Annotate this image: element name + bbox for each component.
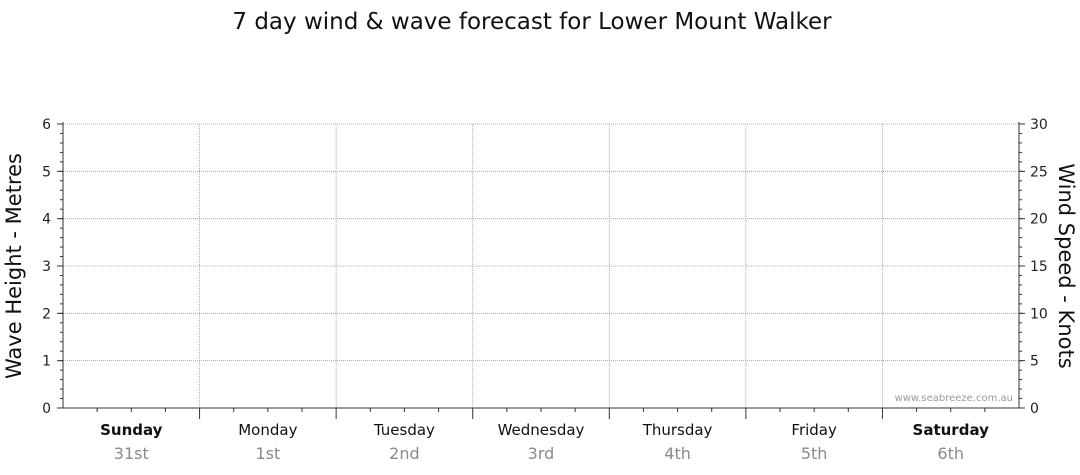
right-tick-label: 25 [1030,164,1048,180]
right-axis-title: Wind Speed - Knots [1054,163,1078,368]
day-name-label: Wednesday [498,421,585,439]
left-tick-label: 0 [42,401,51,417]
right-tick-label: 15 [1030,259,1048,275]
day-date-label: 5th [801,444,828,463]
left-axis-title: Wave Height - Metres [2,153,26,379]
right-axis-ticks: 0 5 10 15 20 25 30 [1019,117,1048,417]
day-name-label: Tuesday [373,421,435,439]
day-name-label: Saturday [913,421,990,439]
day-name-label: Friday [791,421,837,439]
left-axis-ticks: 0 1 2 3 4 5 6 [42,117,63,417]
right-tick-label: 30 [1030,117,1048,133]
left-tick-label: 2 [42,306,51,322]
left-tick-label: 6 [42,117,51,133]
watermark-text: www.seabreeze.com.au [895,393,1013,404]
day-date-label: 3rd [528,444,555,463]
right-tick-label: 20 [1030,212,1048,228]
left-tick-label: 4 [42,212,51,228]
day-name-label: Monday [238,421,297,439]
day-date-label: 1st [255,444,280,463]
grid [63,123,1019,408]
day-date-label: 31st [114,444,149,463]
axes [62,122,1020,419]
left-tick-label: 3 [42,259,51,275]
left-tick-label: 1 [42,354,51,370]
day-date-label: 4th [664,444,691,463]
right-tick-label: 5 [1030,354,1039,370]
chart-title: 7 day wind & wave forecast for Lower Mou… [232,9,832,35]
day-date-label: 6th [937,444,964,463]
day-labels: Sunday 31st Monday 1st Tuesday 2nd Wednesday 3r… [100,421,989,463]
day-date-label: 2nd [389,444,419,463]
day-name-label: Thursday [642,421,713,439]
right-tick-label: 0 [1030,401,1039,417]
left-tick-label: 5 [42,164,51,180]
right-tick-label: 10 [1030,306,1048,322]
day-name-label: Sunday [100,421,163,439]
